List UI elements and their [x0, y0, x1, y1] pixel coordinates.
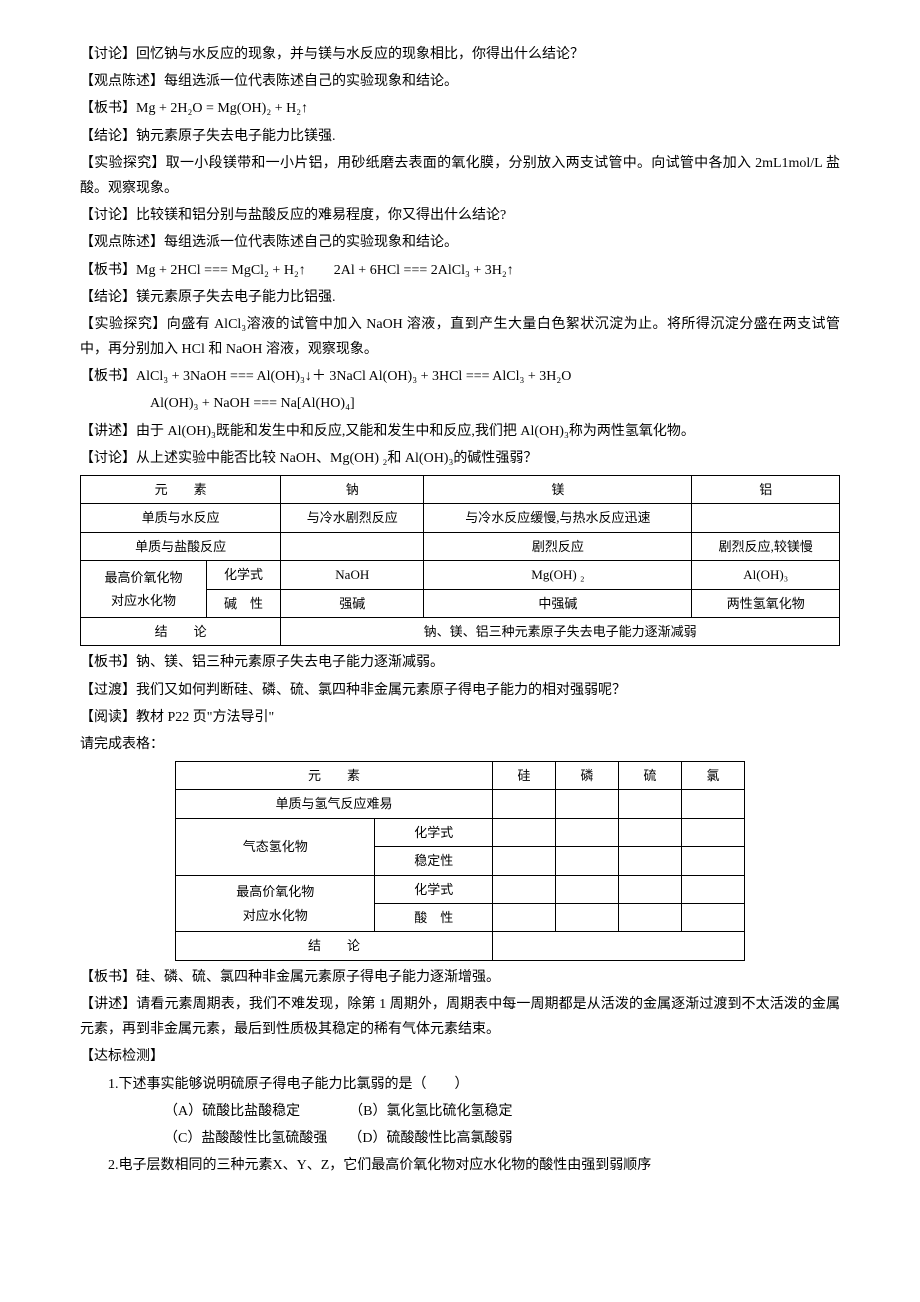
sub-label: 化学式 — [375, 818, 493, 846]
experiment-2: 【实验探究】向盛有 AlCl₃溶液的试管中加入 NaOH 溶液，直到产生大量白色… — [80, 312, 840, 362]
discussion-1: 【讨论】回忆钠与水反应的现象，并与镁与水反应的现象相比，你得出什么结论？ — [80, 42, 840, 67]
reading-1: 【阅读】教材 P22 页"方法导引" — [80, 705, 840, 730]
choice-a: （A）硫酸比盐酸稳定 — [164, 1104, 300, 1119]
comparison-table-2: 元 素 硅 磷 硫 氯 单质与氢气反应难易 气态氢化物 化学式 稳定性 最高价氧… — [175, 761, 745, 961]
statement-2: 【观点陈述】每组选派一位代表陈述自己的实验现象和结论。 — [80, 230, 840, 255]
sub-label: 化学式 — [206, 561, 280, 589]
row-label: 最高价氧化物对应水化物 — [81, 561, 207, 618]
cell-na: 强碱 — [281, 589, 424, 617]
sub-label: 酸 性 — [375, 904, 493, 932]
conclusion-cell: 钠、镁、铝三种元素原子失去电子能力逐渐减弱 — [281, 617, 840, 645]
header-element: 元 素 — [81, 476, 281, 504]
cell-al — [692, 504, 840, 532]
empty-cell — [618, 790, 681, 818]
empty-cell — [555, 904, 618, 932]
row-label: 单质与水反应 — [81, 504, 281, 532]
sub-label: 化学式 — [375, 875, 493, 903]
empty-cell — [492, 847, 555, 875]
empty-cell — [618, 904, 681, 932]
table-row: 气态氢化物 化学式 — [176, 818, 745, 846]
row-label: 单质与盐酸反应 — [81, 532, 281, 560]
board-3b: Al(OH)₃ + NaOH === Na[Al(HO)₄] — [80, 391, 840, 416]
experiment-1: 【实验探究】取一小段镁带和一小片铝，用砂纸磨去表面的氧化膜，分别放入两支试管中。… — [80, 151, 840, 201]
empty-cell — [492, 932, 744, 960]
board-1: 【板书】Mg + 2H₂O = Mg(OH)₂ + H₂↑ — [80, 96, 840, 121]
narration-1: 【讲述】由于 Al(OH)₃既能和发生中和反应,又能和发生中和反应,我们把 Al… — [80, 419, 840, 444]
sub-label: 碱 性 — [206, 589, 280, 617]
header-element: 元 素 — [176, 762, 493, 790]
header-si: 硅 — [492, 762, 555, 790]
row-label: 气态氢化物 — [176, 818, 375, 875]
choice-b: （B）氯化氢比硫化氢稳定 — [356, 1104, 512, 1119]
empty-cell — [618, 875, 681, 903]
header-na: 钠 — [281, 476, 424, 504]
empty-cell — [681, 790, 744, 818]
cell-mg: 与冷水反应缓慢,与热水反应迅速 — [424, 504, 692, 532]
empty-cell — [555, 847, 618, 875]
narration-2: 【讲述】请看元素周期表，我们不难发现，除第 1 周期外，周期表中每一周期都是从活… — [80, 992, 840, 1042]
empty-cell — [618, 847, 681, 875]
header-s: 硫 — [618, 762, 681, 790]
cell-mg: 剧烈反应 — [424, 532, 692, 560]
table-row: 单质与水反应 与冷水剧烈反应 与冷水反应缓慢,与热水反应迅速 — [81, 504, 840, 532]
question-1: 1.下述事实能够说明硫原子得电子能力比氯弱的是（ ） — [80, 1072, 840, 1097]
choice-c: （C）盐酸酸性比氢硫酸强 — [164, 1131, 327, 1146]
row-label: 结 论 — [176, 932, 493, 960]
cell-al: 剧烈反应,较镁慢 — [692, 532, 840, 560]
board-3: 【板书】AlCl₃ + 3NaOH === Al(OH)₃↓＋ 3NaCl Al… — [80, 364, 840, 389]
row-label: 最高价氧化物对应水化物 — [176, 875, 375, 932]
conclusion-1: 【结论】钠元素原子失去电子能力比镁强. — [80, 124, 840, 149]
transition-1: 【过渡】我们又如何判断硅、磷、硫、氯四种非金属元素原子得电子能力的相对强弱呢？ — [80, 678, 840, 703]
cell-na: 与冷水剧烈反应 — [281, 504, 424, 532]
table-row: 最高价氧化物对应水化物 化学式 — [176, 875, 745, 903]
row-label: 单质与氢气反应难易 — [176, 790, 493, 818]
header-cl: 氯 — [681, 762, 744, 790]
empty-cell — [681, 875, 744, 903]
table-row: 单质与氢气反应难易 — [176, 790, 745, 818]
choice-line-2: （C）盐酸酸性比氢硫酸强 （D）硫酸酸性比高氯酸弱 — [80, 1126, 840, 1151]
table-row: 结 论 钠、镁、铝三种元素原子失去电子能力逐渐减弱 — [81, 617, 840, 645]
comparison-table-1: 元 素 钠 镁 铝 单质与水反应 与冷水剧烈反应 与冷水反应缓慢,与热水反应迅速… — [80, 475, 840, 646]
empty-cell — [555, 818, 618, 846]
cell-na: NaOH — [281, 561, 424, 589]
row-label: 结 论 — [81, 617, 281, 645]
cell-al: 两性氢氧化物 — [692, 589, 840, 617]
conclusion-2: 【结论】镁元素原子失去电子能力比铝强. — [80, 285, 840, 310]
empty-cell — [681, 904, 744, 932]
empty-cell — [681, 818, 744, 846]
header-mg: 镁 — [424, 476, 692, 504]
empty-cell — [492, 790, 555, 818]
table-row: 最高价氧化物对应水化物 化学式 NaOH Mg(OH) ₂ Al(OH)₃ — [81, 561, 840, 589]
board-2: 【板书】Mg + 2HCl === MgCl₂ + H₂↑ 2Al + 6HCl… — [80, 258, 840, 283]
table-row: 元 素 硅 磷 硫 氯 — [176, 762, 745, 790]
table-row: 元 素 钠 镁 铝 — [81, 476, 840, 504]
empty-cell — [681, 847, 744, 875]
test-heading: 【达标检测】 — [80, 1044, 840, 1069]
cell-mg: Mg(OH) ₂ — [424, 561, 692, 589]
empty-cell — [555, 790, 618, 818]
header-p: 磷 — [555, 762, 618, 790]
instruction-1: 请完成表格： — [80, 732, 840, 757]
board-4: 【板书】钠、镁、铝三种元素原子失去电子能力逐渐减弱。 — [80, 650, 840, 675]
question-2: 2.电子层数相同的三种元素X、Y、Z，它们最高价氧化物对应水化物的酸性由强到弱顺… — [80, 1153, 840, 1178]
cell-al: Al(OH)₃ — [692, 561, 840, 589]
cell-mg: 中强碱 — [424, 589, 692, 617]
board-5: 【板书】硅、磷、硫、氯四种非金属元素原子得电子能力逐渐增强。 — [80, 965, 840, 990]
discussion-3: 【讨论】从上述实验中能否比较 NaOH、Mg(OH) ₂和 Al(OH)₃的碱性… — [80, 446, 840, 471]
discussion-2: 【讨论】比较镁和铝分别与盐酸反应的难易程度，你又得出什么结论? — [80, 203, 840, 228]
table-row: 单质与盐酸反应 剧烈反应 剧烈反应,较镁慢 — [81, 532, 840, 560]
empty-cell — [618, 818, 681, 846]
choice-d: （D）硫酸酸性比高氯酸弱 — [355, 1131, 512, 1146]
sub-label: 稳定性 — [375, 847, 493, 875]
cell-na — [281, 532, 424, 560]
choice-line-1: （A）硫酸比盐酸稳定 （B）氯化氢比硫化氢稳定 — [80, 1099, 840, 1124]
statement-1: 【观点陈述】每组选派一位代表陈述自己的实验现象和结论。 — [80, 69, 840, 94]
empty-cell — [555, 875, 618, 903]
empty-cell — [492, 818, 555, 846]
header-al: 铝 — [692, 476, 840, 504]
empty-cell — [492, 904, 555, 932]
empty-cell — [492, 875, 555, 903]
table-row: 结 论 — [176, 932, 745, 960]
